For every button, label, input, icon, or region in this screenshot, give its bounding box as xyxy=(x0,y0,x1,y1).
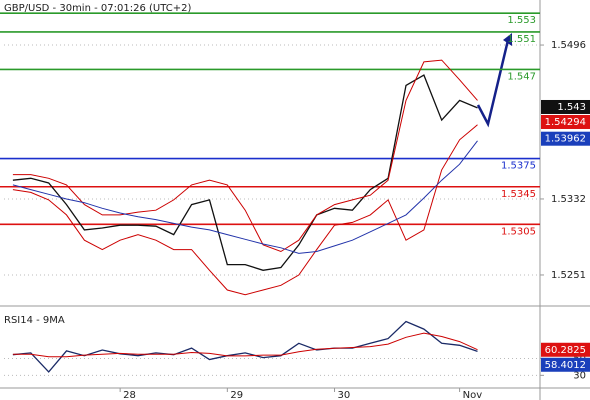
price-tag-label: 1.53962 xyxy=(545,134,586,145)
x-tick-label: Nov xyxy=(463,390,483,400)
level-label: 1.5375 xyxy=(501,161,536,172)
y-tick-label: 1.5251 xyxy=(551,270,586,281)
price-tag xyxy=(541,357,590,372)
x-tick-label: 30 xyxy=(338,390,351,400)
series-line xyxy=(12,59,478,253)
series-line xyxy=(12,140,478,254)
panel-title: RSI14 - 9MA xyxy=(4,315,65,326)
chart-title: GBP/USD - 30min - 07:01:26 (UTC+2) xyxy=(4,3,191,14)
series-line xyxy=(12,74,478,271)
y-tick-label: 1.5496 xyxy=(551,40,586,51)
y-tick-label: 1.5332 xyxy=(551,194,586,205)
price-tag-label: 1.54294 xyxy=(545,117,586,128)
level-label: 1.5305 xyxy=(501,226,536,237)
level-label: 1.5345 xyxy=(501,189,536,200)
price-tag xyxy=(541,99,590,114)
series-line xyxy=(12,332,478,358)
price-tag-label: 60.2825 xyxy=(545,345,586,356)
x-tick-label: 28 xyxy=(123,390,136,400)
series-line xyxy=(12,320,478,373)
series-line xyxy=(12,124,478,296)
x-tick-label: 29 xyxy=(230,390,243,400)
forecast-arrow-head xyxy=(503,33,512,46)
price-tag-label: 58.4012 xyxy=(545,360,586,371)
price-tag xyxy=(541,342,590,357)
level-label: 1.547 xyxy=(507,71,536,82)
y-tick-label: 30 xyxy=(573,370,586,381)
price-tag xyxy=(541,114,590,129)
level-label: 1.551 xyxy=(507,34,536,45)
price-tag-label: 1.543 xyxy=(557,102,586,113)
forecast-arrow xyxy=(476,39,510,128)
level-label: 1.553 xyxy=(507,15,536,26)
price-tag xyxy=(541,131,590,146)
